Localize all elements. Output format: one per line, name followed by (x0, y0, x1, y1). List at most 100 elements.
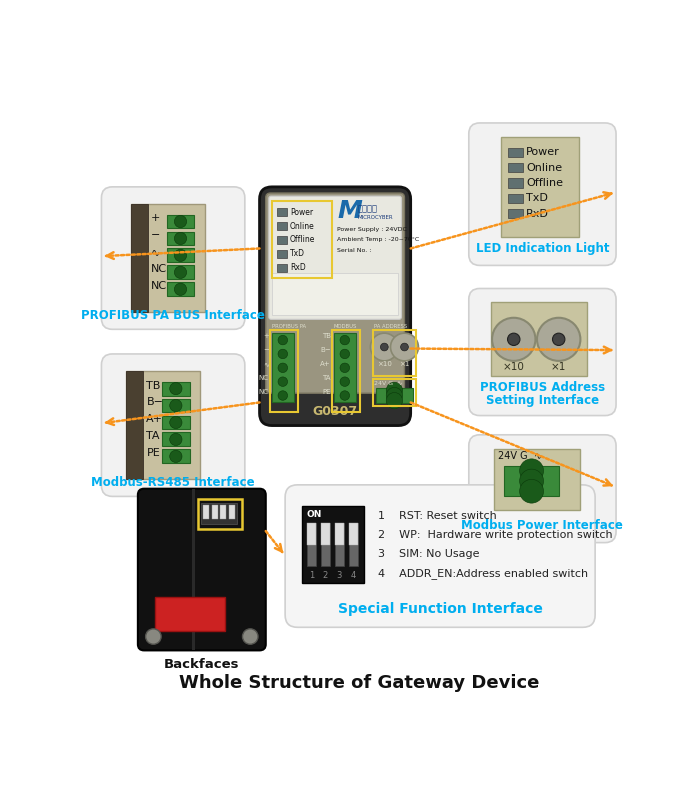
Bar (501, 137, 579, 237)
Circle shape (519, 479, 543, 503)
Text: NC: NC (151, 264, 167, 274)
FancyBboxPatch shape (269, 196, 401, 319)
Circle shape (386, 382, 402, 398)
Circle shape (174, 283, 187, 295)
Bar (203, 505, 209, 518)
Text: PA ADDRESS: PA ADDRESS (374, 324, 407, 329)
Bar (276, 222, 288, 230)
Bar (167, 214, 195, 229)
Bar (167, 249, 195, 262)
Text: Online: Online (526, 162, 562, 173)
Bar (162, 415, 190, 430)
Text: LED Indication Light: LED Indication Light (476, 242, 609, 255)
Text: +: + (151, 214, 160, 223)
Text: ×10: ×10 (503, 362, 525, 372)
Bar (508, 209, 523, 218)
Text: 4    ADDR_EN:Address enabled switch: 4 ADDR_EN:Address enabled switch (378, 568, 588, 579)
FancyBboxPatch shape (260, 187, 411, 426)
Bar (167, 266, 195, 279)
Text: Ambient Temp : -20~70°C: Ambient Temp : -20~70°C (337, 238, 419, 242)
Text: 中科博微: 中科博微 (357, 204, 377, 213)
FancyBboxPatch shape (469, 289, 616, 415)
Text: Power: Power (290, 208, 313, 217)
Text: ∿: ∿ (263, 361, 269, 367)
Text: Serial No. :: Serial No. : (337, 247, 372, 253)
Bar (321, 523, 330, 566)
Circle shape (278, 335, 288, 345)
Bar (334, 333, 356, 402)
Bar (332, 330, 360, 412)
Bar (272, 333, 294, 402)
Text: Power: Power (526, 147, 560, 158)
Circle shape (370, 333, 398, 361)
Text: TxD: TxD (526, 194, 548, 203)
Text: A+: A+ (320, 361, 331, 367)
Bar (372, 330, 416, 375)
Circle shape (278, 377, 288, 386)
Bar (167, 231, 195, 246)
Bar (162, 382, 190, 395)
FancyBboxPatch shape (469, 435, 616, 542)
Text: PE: PE (322, 389, 331, 394)
Bar (349, 523, 358, 566)
Bar (131, 204, 204, 311)
Text: TB: TB (322, 334, 331, 339)
Text: MODBUS: MODBUS (334, 324, 357, 329)
Circle shape (552, 333, 565, 346)
Text: M: M (337, 199, 362, 223)
Text: Backfaces: Backfaces (164, 658, 239, 670)
Text: 3: 3 (337, 571, 342, 580)
Circle shape (400, 343, 408, 351)
Text: A+: A+ (146, 414, 163, 424)
Bar (307, 523, 316, 566)
Text: 4: 4 (351, 571, 356, 580)
Bar (162, 433, 190, 446)
Text: 3    SIM: No Usage: 3 SIM: No Usage (378, 549, 480, 559)
Text: ×1: ×1 (399, 361, 409, 367)
Text: +: + (263, 334, 269, 339)
Bar (276, 209, 288, 216)
Text: RxD: RxD (526, 209, 549, 219)
Text: Modbus-RS485 Interface: Modbus-RS485 Interface (91, 476, 255, 489)
Circle shape (169, 382, 182, 394)
Bar (198, 499, 242, 529)
Bar (126, 371, 144, 478)
Bar (349, 523, 358, 545)
Circle shape (340, 377, 349, 386)
Circle shape (340, 335, 349, 345)
FancyBboxPatch shape (102, 187, 245, 330)
Text: −: − (151, 230, 160, 240)
Bar (162, 398, 190, 413)
Bar (220, 505, 226, 518)
Text: G0307: G0307 (312, 405, 358, 418)
Text: NC: NC (151, 281, 167, 291)
Circle shape (492, 318, 536, 361)
Circle shape (391, 333, 419, 361)
Text: 2: 2 (323, 571, 328, 580)
Text: TxD: TxD (290, 250, 304, 258)
Text: B−: B− (146, 398, 163, 407)
Circle shape (386, 393, 402, 409)
Circle shape (278, 350, 288, 358)
Text: Online: Online (290, 222, 314, 230)
Bar (508, 194, 523, 203)
Circle shape (519, 469, 543, 493)
Text: TA: TA (146, 431, 160, 442)
Text: TA: TA (322, 375, 331, 381)
Bar (211, 505, 218, 518)
Bar (192, 489, 195, 650)
Text: Offline: Offline (526, 178, 564, 188)
Bar (491, 302, 587, 375)
Text: ×10: ×10 (377, 361, 392, 367)
Text: 1    RST: Reset switch: 1 RST: Reset switch (378, 510, 497, 521)
Circle shape (174, 232, 187, 245)
Text: 2    WP:  Hardware write protection switch: 2 WP: Hardware write protection switch (378, 530, 612, 540)
Text: PROFIBUS Address: PROFIBUS Address (480, 382, 605, 394)
Circle shape (174, 266, 187, 278)
Text: PROFIBUS PA BUS Interface: PROFIBUS PA BUS Interface (81, 309, 265, 322)
Bar (372, 378, 416, 406)
Circle shape (174, 215, 187, 228)
Circle shape (169, 434, 182, 446)
Bar (494, 449, 580, 510)
Text: −: − (263, 347, 269, 353)
